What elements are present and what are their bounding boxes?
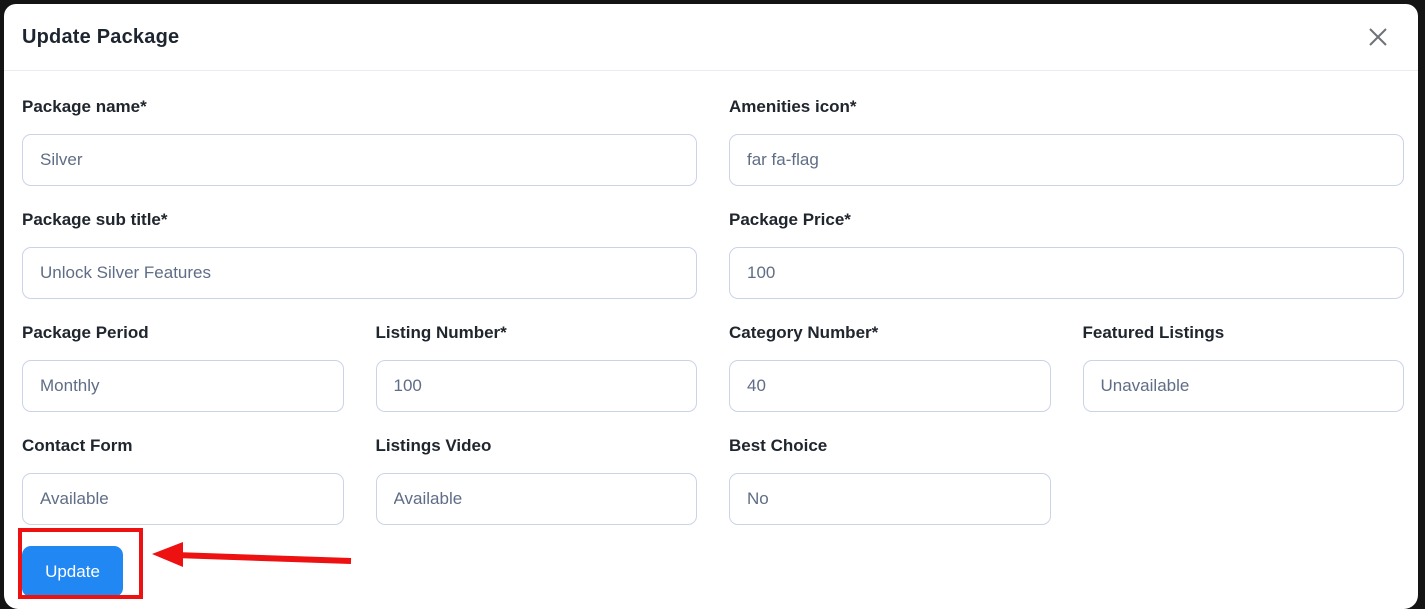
best-choice-field: Best Choice — [729, 436, 1051, 525]
amenities-icon-field: Amenities icon* — [729, 97, 1404, 186]
grid-spacer — [1083, 436, 1405, 525]
listing-number-field: Listing Number* — [375, 323, 697, 412]
modal-body: Package name* Amenities icon* Package su… — [4, 71, 1418, 597]
package-subtitle-label: Package sub title* — [22, 210, 168, 229]
modal-title: Update Package — [22, 25, 180, 48]
contact-form-field: Contact Form — [22, 436, 344, 525]
package-subtitle-input[interactable] — [22, 247, 697, 299]
best-choice-input[interactable] — [729, 473, 1051, 525]
listing-number-label: Listing Number* — [375, 323, 507, 342]
package-price-field: Package Price* — [729, 210, 1404, 299]
package-price-input[interactable] — [729, 247, 1404, 299]
amenities-icon-input[interactable] — [729, 134, 1404, 186]
category-number-input[interactable] — [729, 360, 1051, 412]
package-period-input[interactable] — [22, 360, 344, 412]
listing-number-input[interactable] — [375, 360, 697, 412]
package-name-input[interactable] — [22, 134, 697, 186]
modal-header: Update Package — [4, 4, 1418, 71]
listings-video-label: Listings Video — [375, 436, 492, 455]
x-close-icon — [1366, 28, 1390, 52]
category-number-label: Category Number* — [729, 323, 879, 342]
update-button[interactable]: Update — [22, 546, 123, 597]
package-name-field: Package name* — [22, 97, 697, 186]
listings-video-input[interactable] — [375, 473, 697, 525]
package-period-field: Package Period — [22, 323, 344, 412]
package-period-label: Package Period — [22, 323, 149, 342]
category-number-field: Category Number* — [729, 323, 1051, 412]
amenities-icon-label: Amenities icon* — [729, 97, 857, 116]
contact-form-label: Contact Form — [22, 436, 133, 455]
best-choice-label: Best Choice — [729, 436, 828, 455]
listings-video-field: Listings Video — [375, 436, 697, 525]
update-package-modal: Update Package Package name* Amenities i… — [4, 4, 1418, 609]
package-form: Package name* Amenities icon* Package su… — [22, 97, 1404, 525]
close-button[interactable] — [1362, 21, 1394, 53]
contact-form-input[interactable] — [22, 473, 344, 525]
featured-listings-field: Featured Listings — [1082, 323, 1404, 412]
package-name-label: Package name* — [22, 97, 147, 116]
package-subtitle-field: Package sub title* — [22, 210, 697, 299]
package-price-label: Package Price* — [729, 210, 851, 229]
featured-listings-label: Featured Listings — [1082, 323, 1225, 342]
featured-listings-input[interactable] — [1082, 360, 1404, 412]
